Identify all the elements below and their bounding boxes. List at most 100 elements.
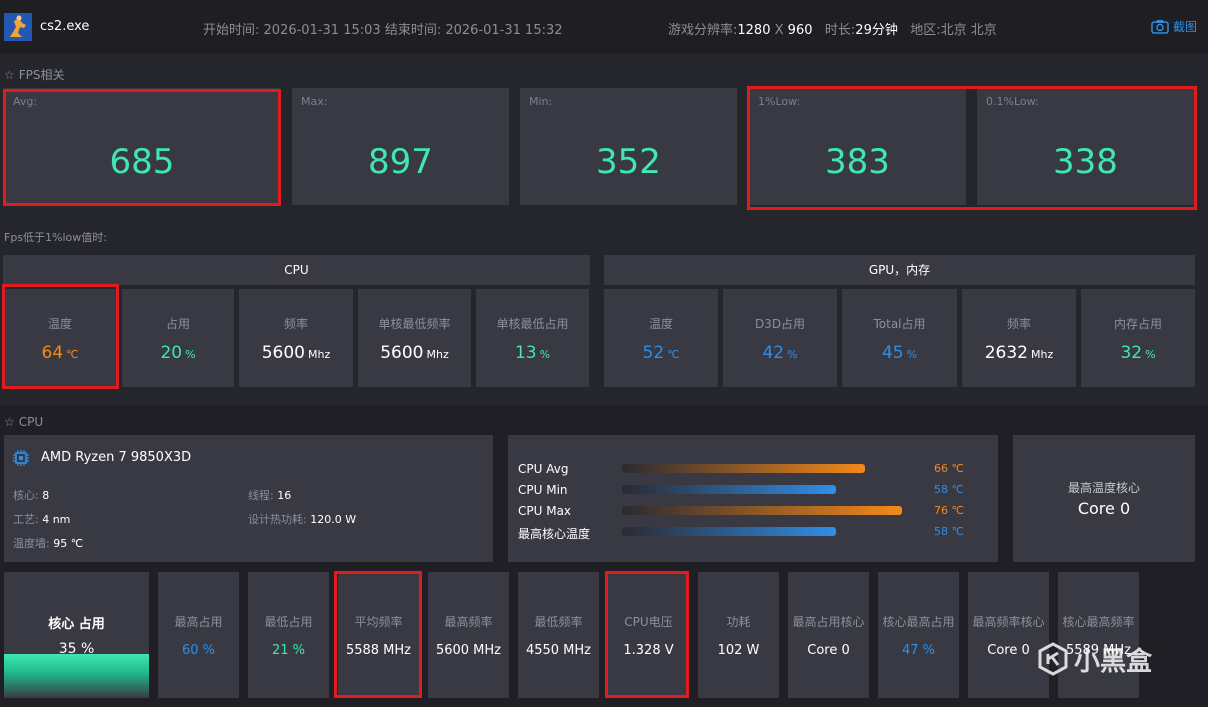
watermark-text: 小黑盒 (1074, 647, 1153, 677)
cpu-stat: 核心最高占用 47 % (878, 572, 959, 698)
temp-label: CPU Min (518, 483, 568, 497)
metric-unit: Mhz (1031, 348, 1054, 361)
metric-value: 42% (723, 342, 837, 366)
fps-card-min: Min: 352 (520, 88, 737, 205)
region: 北京 北京 (940, 23, 997, 38)
tdp-label: 设计热功耗: (248, 513, 307, 526)
stat-value: Core 0 (807, 643, 850, 658)
metric-unit: % (185, 348, 196, 361)
metric-number: 5600 (261, 343, 305, 363)
low-cpu-metric: 温度 64 ℃ (3, 289, 117, 387)
cpu-info-card: AMD Ryzen 7 9850X3D 核心: 8 线程: 16 工艺: 4 n… (4, 435, 493, 562)
temp-bar (622, 485, 836, 494)
stat-label: 最低占用 (264, 615, 313, 629)
fps-max-value: 897 (368, 142, 433, 182)
session-info: 游戏分辨率:1280 X 960 时长:29分钟 地区:北京 北京 (668, 19, 997, 38)
cpu-section-label: CPU (18, 415, 44, 429)
fps-card-01pct-low: 0.1%Low: 338 (977, 88, 1194, 205)
stat-value: 21 % (271, 643, 306, 658)
metric-number: 13 (514, 343, 537, 363)
highlight-box (3, 89, 281, 206)
metric-value: 52 ℃ (604, 342, 718, 366)
metric-label: D3D占用 (754, 317, 806, 331)
metric-label: Total占用 (873, 317, 926, 331)
metric-number: 45 (881, 343, 904, 363)
metric-value: 2632 Mhz (962, 342, 1076, 366)
watermark: 小黑盒 (1038, 641, 1152, 683)
fps-avg-value: 685 (109, 142, 175, 182)
tdp-value: 120.0 W (310, 513, 357, 526)
duration: 29分钟 (855, 23, 898, 38)
stat-label: 最低频率 (534, 615, 583, 629)
cpu-stat: 最高频率核心 Core 0 (968, 572, 1049, 698)
cores-label: 核心: (13, 489, 39, 502)
temp-label: CPU Avg (518, 462, 569, 476)
process-label: 工艺: (13, 513, 39, 526)
stat-value: 60 % (181, 643, 216, 658)
tjmax-value: 95 ℃ (53, 537, 84, 550)
metric-label: 占用 (165, 317, 190, 331)
metric-number: 32 (1120, 343, 1143, 363)
metric-value: 5600 Mhz (358, 342, 471, 366)
temp-label: 最高核心温度 (518, 527, 591, 541)
threads-label: 线程: (248, 489, 274, 502)
cores-value: 8 (42, 489, 50, 502)
fps-min-value: 352 (596, 142, 661, 182)
fps-card-avg: Avg: 685 (4, 88, 280, 205)
process-value: 4 nm (42, 513, 71, 526)
resolution-height: 960 (787, 23, 813, 38)
cpu-stat: CPU电压 1.328 V (608, 572, 689, 698)
camera-icon (1151, 19, 1169, 37)
chip-icon (13, 450, 29, 470)
metric-label: 温度 (648, 317, 673, 331)
resolution-separator: X (774, 23, 784, 38)
fps-01pct-low-value: 338 (1053, 142, 1118, 182)
temp-value: 76 ℃ (934, 504, 964, 517)
cpu-cores: 核心: 8 (13, 487, 49, 503)
region-label: 地区: (910, 23, 941, 38)
metric-number: 52 (642, 343, 665, 363)
metric-unit: % (539, 348, 551, 361)
hottest-core-card: 最高温度核心 Core 0 (1013, 435, 1195, 562)
low-cpu-metric: 占用 20% (122, 289, 234, 387)
fps-min-label: Min: (529, 95, 553, 108)
low-gpu-header: GPU，内存 (604, 255, 1195, 285)
metric-label: 单核最低频率 (378, 317, 451, 331)
metric-unit: % (906, 348, 918, 361)
low-gpu-metric: Total占用 45% (842, 289, 957, 387)
cpu-process: 工艺: 4 nm (13, 511, 70, 527)
cpu-tjmax: 温度墙: 95 ℃ (13, 535, 83, 551)
metric-value: 32% (1081, 342, 1195, 366)
metric-value: 13% (476, 342, 589, 366)
stat-value: 1.328 V (623, 643, 674, 658)
fps-01pct-low-label: 0.1%Low: (986, 95, 1039, 108)
stat-value: 47 % (901, 643, 936, 658)
low-gpu-metric: 温度 52 ℃ (604, 289, 718, 387)
low-cpu-header: CPU (3, 255, 590, 285)
star-icon: ☆ (4, 68, 15, 82)
threads-value: 16 (277, 489, 292, 502)
metric-number: 20 (160, 343, 183, 363)
temp-value: 58 ℃ (934, 525, 964, 538)
session-times: 开始时间: 2026-01-31 15:03 结束时间: 2026-01-31 … (203, 19, 563, 38)
resolution-width: 1280 (737, 23, 771, 38)
temp-bar (622, 506, 902, 515)
low-gpu-metric: 内存占用 32% (1081, 289, 1195, 387)
usage-value: 35 % (58, 641, 95, 657)
end-time-label: 结束时间: (384, 23, 442, 38)
fps-avg-label: Avg: (13, 95, 38, 108)
metric-unit: ℃ (66, 348, 79, 361)
core-usage-card: 核心 占用 35 % (4, 572, 149, 698)
low-gpu-metric: D3D占用 42% (723, 289, 837, 387)
stat-label: 最高频率 (444, 615, 493, 629)
hottest-core-label: 最高温度核心 (1067, 481, 1140, 495)
stat-label: 最高占用 (174, 615, 223, 629)
screenshot-button[interactable]: 截图 (1151, 18, 1197, 37)
cpu-threads: 线程: 16 (248, 487, 291, 503)
cpu-tdp: 设计热功耗: 120.0 W (248, 511, 356, 527)
metric-unit: ℃ (667, 348, 680, 361)
highlight-box (747, 86, 1197, 210)
fps-max-label: Max: (301, 95, 328, 108)
metric-label: 内存占用 (1113, 317, 1162, 331)
duration-label: 时长: (824, 23, 856, 38)
